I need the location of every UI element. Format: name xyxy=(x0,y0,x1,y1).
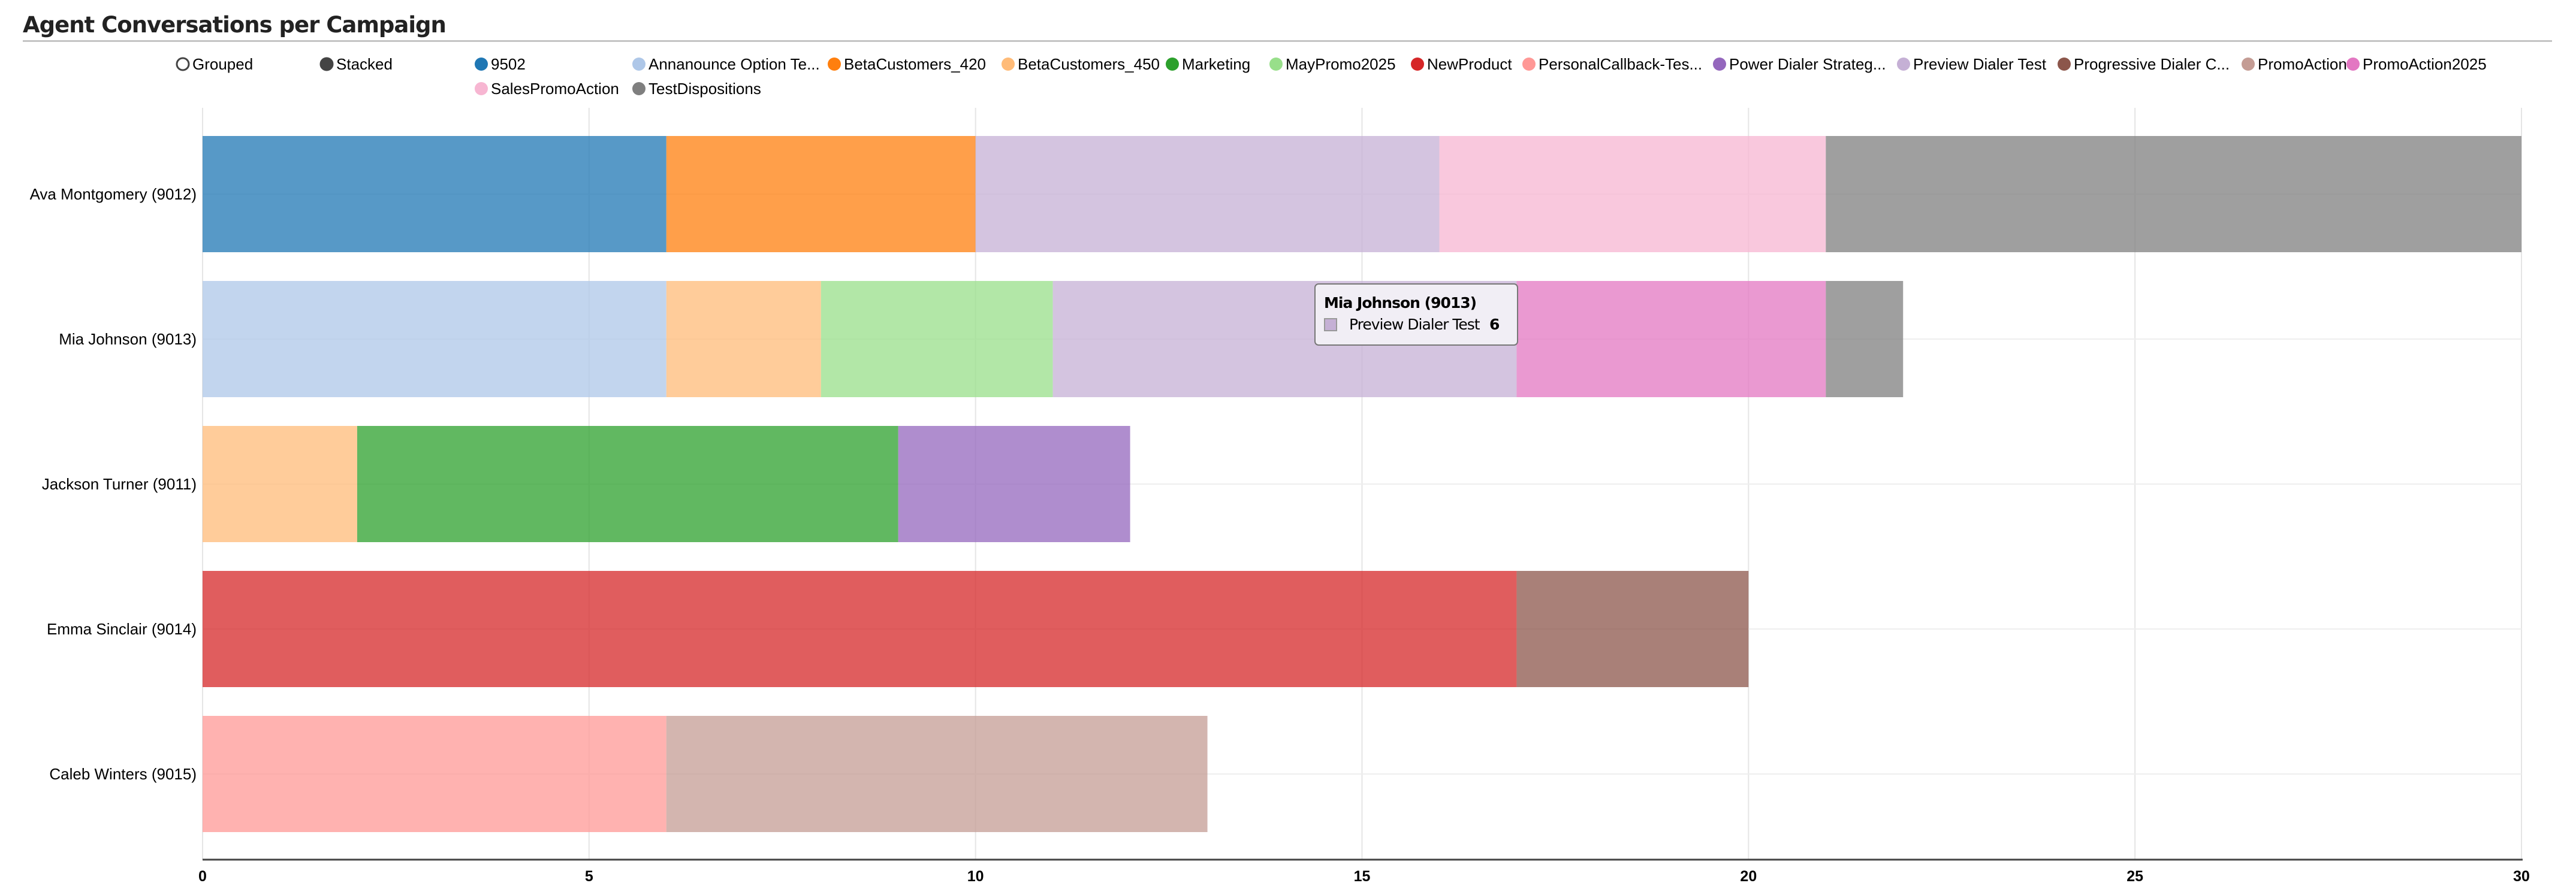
legend-item[interactable]: MayPromo2025 xyxy=(1286,55,1396,73)
legend-swatch[interactable] xyxy=(1002,58,1015,71)
bar-segment[interactable] xyxy=(357,426,898,542)
legend-swatch[interactable] xyxy=(475,58,488,71)
legend-item[interactable]: PersonalCallback-Tes... xyxy=(1539,55,1702,73)
legend-swatch[interactable] xyxy=(475,82,488,95)
legend-item[interactable]: 9502 xyxy=(491,55,526,73)
legend-item[interactable]: BetaCustomers_420 xyxy=(844,55,986,73)
x-tick-label: 20 xyxy=(1740,868,1757,885)
legend-swatch[interactable] xyxy=(2346,58,2360,71)
bar-segment[interactable] xyxy=(203,571,1517,687)
tooltip-value: 6 xyxy=(1489,316,1500,333)
tooltip-swatch xyxy=(1324,318,1337,331)
legend-item[interactable]: Marketing xyxy=(1182,55,1250,73)
control-radio-grouped[interactable] xyxy=(176,57,190,71)
legend: Grouped Stacked 9502 Annanounce Option Te..… xyxy=(176,55,2487,98)
legend-swatch[interactable] xyxy=(828,58,841,71)
legend-swatch[interactable] xyxy=(1166,58,1179,71)
title-divider xyxy=(23,40,2552,42)
bar-segment[interactable] xyxy=(666,136,976,252)
legend-swatch[interactable] xyxy=(1522,58,1536,71)
bar-segment[interactable] xyxy=(203,281,666,397)
legend-item[interactable]: TestDispositions xyxy=(648,80,761,98)
tooltip-title: Mia Johnson (9013) xyxy=(1324,294,1477,312)
legend-swatch[interactable] xyxy=(1713,58,1726,71)
y-tick-label: Ava Montgomery (9012) xyxy=(30,185,197,203)
legend-item[interactable]: Preview Dialer Test xyxy=(1913,55,2047,73)
tooltip-series: Preview Dialer Test xyxy=(1349,316,1480,333)
legend-item[interactable]: BetaCustomers_450 xyxy=(1018,55,1160,73)
bar-segment[interactable] xyxy=(1516,281,1826,397)
y-axis: Ava Montgomery (9012) Mia Johnson (9013) J… xyxy=(30,185,197,783)
legend-swatch[interactable] xyxy=(1897,58,1910,71)
legend-swatch[interactable] xyxy=(632,82,645,95)
legend-item[interactable]: Power Dialer Strateg... xyxy=(1729,55,1886,73)
tooltip: Mia Johnson (9013) Preview Dialer Test 6 xyxy=(1314,283,1518,346)
x-tick-label: 30 xyxy=(2513,868,2530,885)
legend-swatch[interactable] xyxy=(1411,58,1424,71)
x-tick-label: 5 xyxy=(585,868,593,885)
legend-item[interactable]: Annanounce Option Te... xyxy=(648,55,820,73)
y-tick-label: Mia Johnson (9013) xyxy=(59,330,197,348)
control-label-grouped[interactable]: Grouped xyxy=(192,55,253,73)
bar-segment[interactable] xyxy=(666,716,1208,832)
x-tick-label: 10 xyxy=(967,868,984,885)
legend-swatch[interactable] xyxy=(1269,58,1283,71)
x-tick-label: 0 xyxy=(198,868,207,885)
legend-swatch[interactable] xyxy=(2058,58,2071,71)
y-tick-label: Jackson Turner (9011) xyxy=(42,475,197,493)
legend-swatch[interactable] xyxy=(632,58,645,71)
bar-segment[interactable] xyxy=(898,426,1130,542)
bar-segment[interactable] xyxy=(821,281,1053,397)
legend-item[interactable]: SalesPromoAction xyxy=(491,80,619,98)
legend-item[interactable]: Progressive Dialer C... xyxy=(2074,55,2230,73)
bar-segment[interactable] xyxy=(203,426,357,542)
y-tick-label: Caleb Winters (9015) xyxy=(49,765,197,783)
bar-segment[interactable] xyxy=(975,136,1440,252)
bar-segment[interactable] xyxy=(203,716,666,832)
bar-segment[interactable] xyxy=(1439,136,1826,252)
chart-title: Agent Conversations per Campaign xyxy=(23,12,447,38)
control-label-stacked[interactable]: Stacked xyxy=(336,55,393,73)
bar-segment[interactable] xyxy=(203,136,666,252)
bar-segment[interactable] xyxy=(666,281,821,397)
legend-swatch[interactable] xyxy=(2242,58,2255,71)
bar-segment[interactable] xyxy=(1516,571,1749,687)
legend-item[interactable]: PromoAction2025 xyxy=(2363,55,2487,73)
x-tick-label: 15 xyxy=(1354,868,1371,885)
bar-segment[interactable] xyxy=(1826,136,2521,252)
legend-item[interactable]: PromoAction xyxy=(2258,55,2347,73)
control-radio-stacked[interactable] xyxy=(319,57,334,71)
y-tick-label: Emma Sinclair (9014) xyxy=(47,620,197,638)
x-tick-label: 25 xyxy=(2126,868,2143,885)
x-axis: 0 5 10 15 20 25 30 xyxy=(198,858,2530,885)
bar-segment[interactable] xyxy=(1826,281,1904,397)
legend-item[interactable]: NewProduct xyxy=(1427,55,1512,73)
bars xyxy=(203,136,2521,832)
